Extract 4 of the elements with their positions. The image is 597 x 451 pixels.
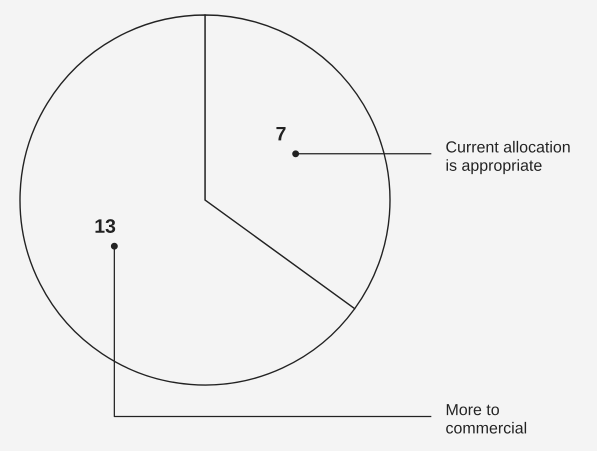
data-label: 7: [276, 126, 286, 140]
data-label: 13: [96, 219, 116, 233]
slice-label: More to commercial: [446, 404, 526, 434]
slice-label: Current allocation is appropriate: [446, 140, 570, 174]
